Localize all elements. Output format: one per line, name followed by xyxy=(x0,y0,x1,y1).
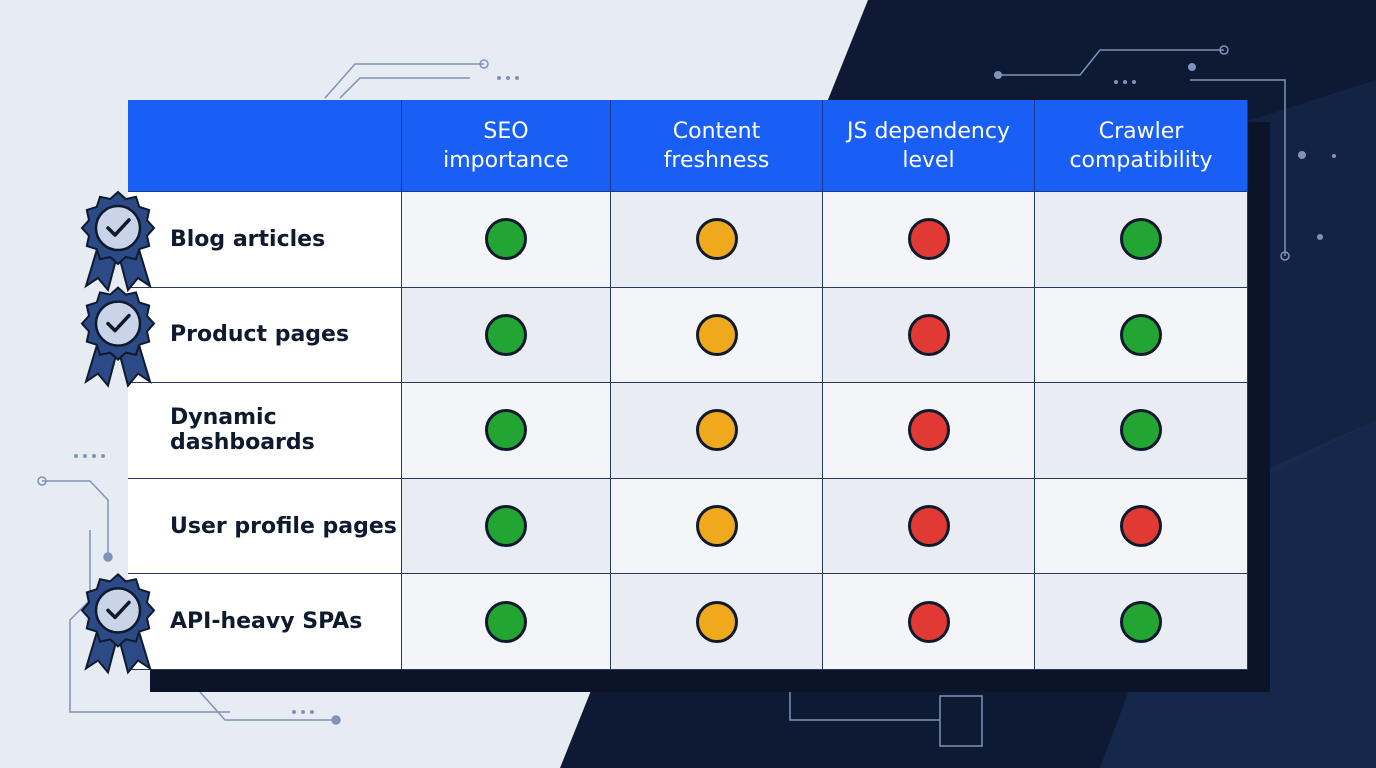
status-cell xyxy=(611,574,823,670)
status-cell xyxy=(1035,383,1248,479)
badge-check xyxy=(106,313,131,333)
status-dot xyxy=(485,409,527,452)
badge-inner xyxy=(94,204,142,252)
status-cell xyxy=(611,287,823,384)
award-badge xyxy=(80,190,156,293)
status-cell xyxy=(611,192,823,288)
status-cell xyxy=(1035,574,1248,670)
status-dot xyxy=(695,313,738,356)
badge-inner xyxy=(94,587,142,634)
status-dot xyxy=(695,409,738,452)
row-label: API-heavy SPAs xyxy=(128,574,402,670)
status-cell xyxy=(611,383,823,479)
status-dot xyxy=(1120,409,1162,452)
status-dot xyxy=(1120,505,1162,548)
status-dot xyxy=(695,218,738,261)
column-header: SEO importance xyxy=(402,100,611,192)
award-badge xyxy=(80,573,156,675)
badge-check xyxy=(106,600,131,620)
badge-check xyxy=(106,218,131,237)
status-cell xyxy=(402,383,611,479)
status-dot xyxy=(1120,600,1162,643)
column-header: JS dependency level xyxy=(823,100,1035,192)
status-dot xyxy=(907,600,950,643)
status-dot xyxy=(907,218,950,261)
status-dot xyxy=(485,313,527,356)
circuit-lines xyxy=(37,45,1290,747)
award-badge xyxy=(80,286,156,388)
status-cell xyxy=(1035,478,1248,575)
badge-inner xyxy=(94,300,142,347)
status-cell xyxy=(402,192,611,288)
status-cell xyxy=(823,574,1035,670)
status-dot xyxy=(907,505,950,548)
status-dot xyxy=(485,218,527,261)
header-corner xyxy=(128,100,402,192)
row-label: User profile pages xyxy=(128,478,402,575)
status-cell xyxy=(823,192,1035,288)
row-label: Product pages xyxy=(128,287,402,384)
status-dot xyxy=(1120,313,1162,356)
status-cell xyxy=(823,287,1035,384)
column-header: Content freshness xyxy=(611,100,823,192)
status-cell xyxy=(823,478,1035,575)
column-header: Crawler compatibility xyxy=(1035,100,1248,192)
status-cell xyxy=(1035,287,1248,384)
status-cell xyxy=(402,478,611,575)
status-cell xyxy=(611,478,823,575)
status-dot xyxy=(907,313,950,356)
status-dot xyxy=(695,600,738,643)
status-cell xyxy=(402,287,611,384)
status-cell xyxy=(1035,192,1248,288)
status-dot xyxy=(907,409,950,452)
row-label: Dynamic dashboards xyxy=(128,383,402,479)
status-cell xyxy=(823,383,1035,479)
status-dot xyxy=(485,505,527,548)
row-label: Blog articles xyxy=(128,192,402,288)
status-dot xyxy=(485,600,527,643)
comparison-table: SEO importance Content freshness JS depend… xyxy=(128,100,1248,670)
dots-decoration xyxy=(74,63,1336,714)
status-dot xyxy=(695,505,738,548)
status-cell xyxy=(402,574,611,670)
status-dot xyxy=(1120,218,1162,261)
